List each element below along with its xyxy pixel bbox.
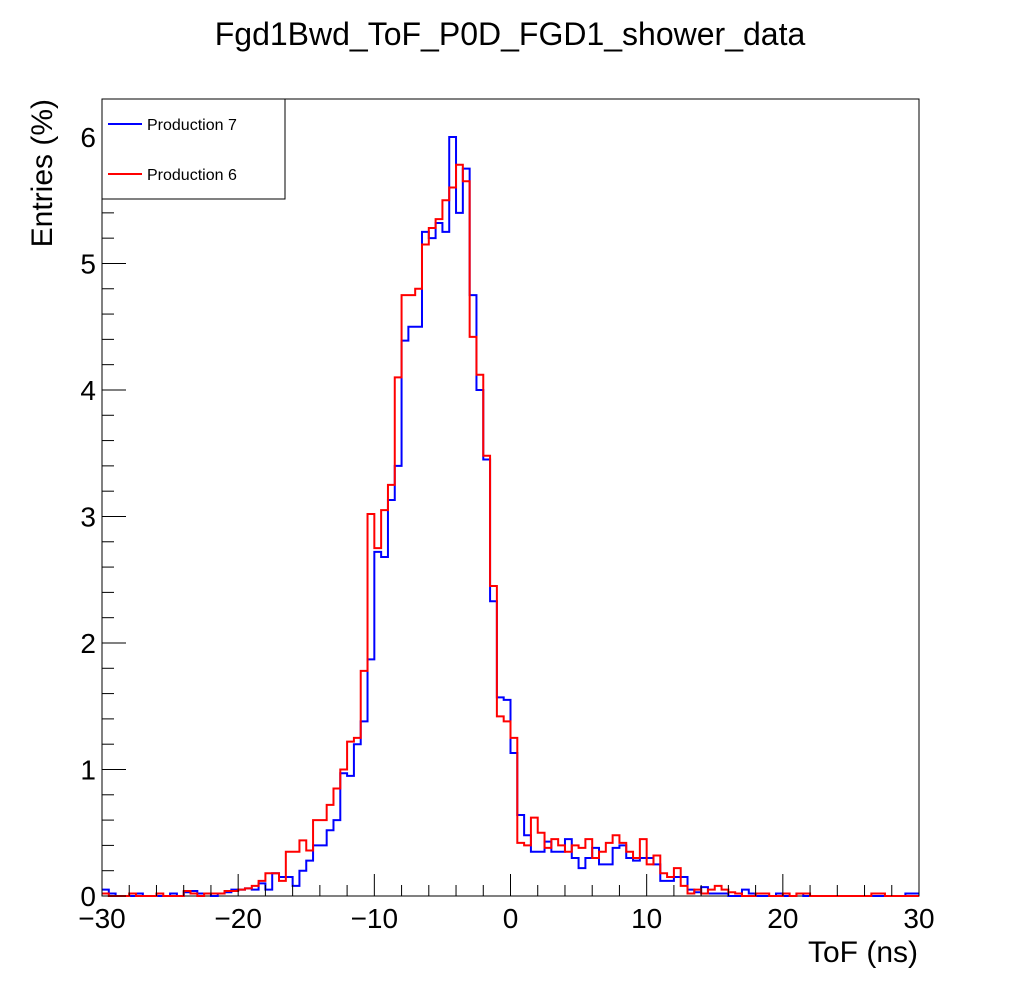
y-axis-label: Entries (%) xyxy=(26,99,59,247)
y-tick-label: 1 xyxy=(80,754,96,785)
histogram-production-7 xyxy=(102,135,919,897)
histogram-production-6 xyxy=(102,163,919,897)
y-tick-label: 5 xyxy=(80,248,96,279)
legend-box xyxy=(101,98,286,200)
y-tick-label: 3 xyxy=(80,501,96,532)
y-tick-label: 0 xyxy=(80,881,96,912)
x-tick-label: 20 xyxy=(767,903,798,934)
x-tick-label: −10 xyxy=(351,903,399,934)
legend: Production 7 Production 6 xyxy=(101,98,286,200)
legend-label-production-7: Production 7 xyxy=(147,117,237,134)
y-tick-label: 4 xyxy=(80,375,96,406)
y-tick-label: 2 xyxy=(80,628,96,659)
x-tick-label: −30 xyxy=(78,903,126,934)
x-tick-label: −20 xyxy=(214,903,262,934)
plot-frame xyxy=(101,98,920,897)
x-tick-label: 10 xyxy=(631,903,662,934)
x-axis-label: ToF (ns) xyxy=(808,936,918,969)
x-tick-label: 0 xyxy=(503,903,519,934)
chart-title: Fgd1Bwd_ToF_P0D_FGD1_shower_data xyxy=(215,16,806,52)
tick-labels: −30 −20 −10 0 10 20 30 0 1 2 3 4 5 6 xyxy=(78,122,934,934)
axis-ticks xyxy=(101,111,920,897)
x-tick-label: 30 xyxy=(903,903,934,934)
y-tick-label: 6 xyxy=(80,122,96,153)
legend-label-production-6: Production 6 xyxy=(147,167,237,184)
histogram-series-group xyxy=(102,135,919,897)
